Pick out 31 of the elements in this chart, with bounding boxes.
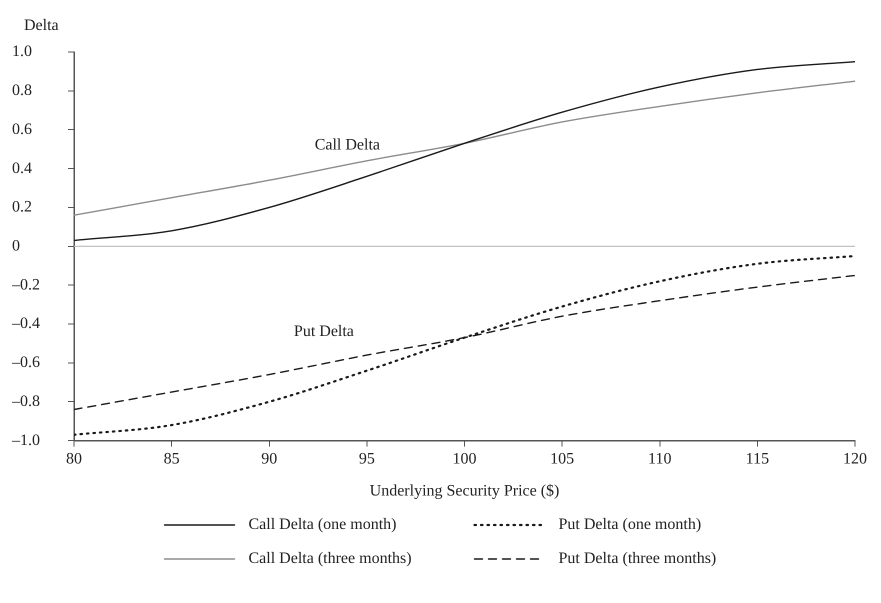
legend-label: Put Delta (three months) — [558, 550, 716, 568]
x-tick-label: 80 — [66, 450, 82, 468]
x-tick-label: 105 — [550, 450, 574, 468]
line-series — [74, 80, 855, 216]
y-axis-title: Delta — [24, 17, 59, 34]
x-tick-label: 115 — [746, 450, 770, 468]
x-tick-label: 95 — [358, 450, 375, 468]
y-tick-label: –0.4 — [11, 315, 40, 332]
x-tick-label: 90 — [261, 450, 278, 468]
y-tick-label: –1.0 — [11, 432, 40, 449]
y-tick-label: 0.2 — [12, 198, 32, 216]
y-tick-label: 0.8 — [12, 82, 32, 100]
legend-label: Call Delta (three months) — [248, 550, 412, 568]
line-series — [74, 254, 855, 436]
y-tick-label: 0 — [12, 238, 20, 255]
y-tick-label: 1.0 — [12, 43, 32, 60]
x-tick-label: 120 — [843, 450, 867, 468]
y-tick-label: –0.6 — [11, 354, 40, 372]
x-tick-label: 100 — [452, 450, 476, 468]
y-tick-label: 0.4 — [12, 160, 32, 177]
line-series — [74, 61, 855, 242]
y-tick-label: –0.2 — [11, 276, 40, 294]
y-tick-label: –0.8 — [11, 392, 40, 410]
legend-label: Call Delta (one month) — [248, 516, 396, 534]
legend-label: Put Delta (one month) — [558, 516, 702, 534]
x-tick-label: 110 — [648, 450, 672, 468]
annotation: Call Delta — [314, 136, 380, 154]
y-tick-label: 0.6 — [12, 120, 32, 138]
x-axis-title: Underlying Security Price ($) — [370, 482, 560, 500]
x-tick-label: 85 — [164, 450, 180, 468]
annotation: Put Delta — [294, 322, 354, 340]
